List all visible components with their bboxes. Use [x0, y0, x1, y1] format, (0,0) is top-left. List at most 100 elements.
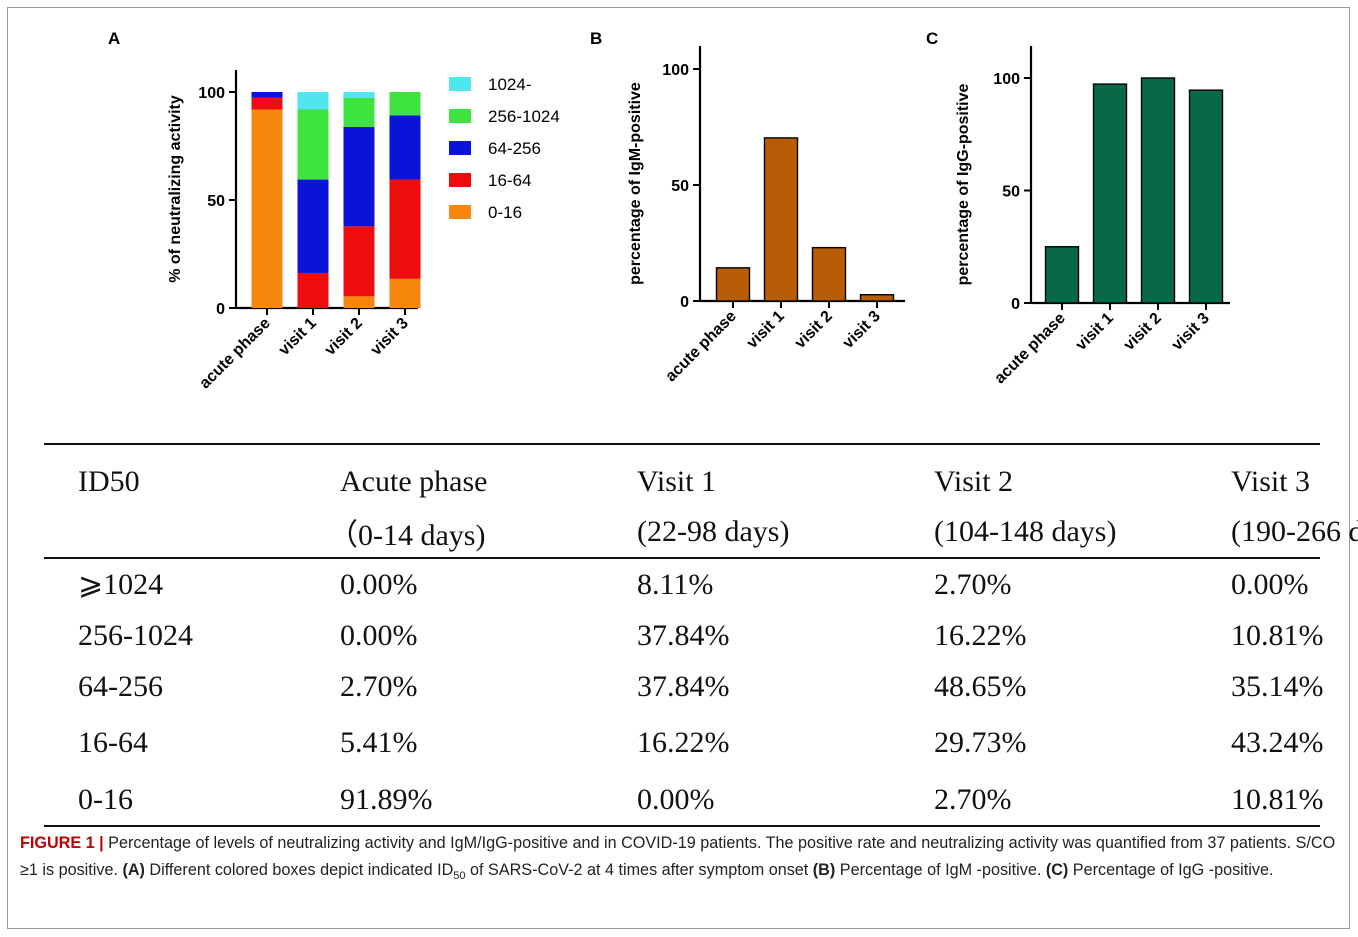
- x-tick-label: visit 1: [744, 308, 788, 352]
- y-axis-label: percentage of IgG-positive: [955, 83, 972, 285]
- table-row-label: 16-64: [78, 726, 148, 759]
- table-subheader-cell: [44, 507, 306, 558]
- bar: [859, 294, 895, 302]
- y-tick-label: 0: [680, 294, 689, 311]
- bar: [1092, 83, 1128, 304]
- x-tick-label: visit 3: [1169, 310, 1213, 354]
- table-cell: 8.11%: [637, 567, 714, 601]
- legend-swatch: [449, 77, 471, 91]
- table-cell: 5.41%: [340, 726, 418, 759]
- table-row-label: 0-16: [78, 782, 133, 816]
- y-axis-label: % of neutralizing activity: [167, 95, 184, 283]
- y-tick-label: 50: [671, 178, 689, 195]
- table-cell: 37.84%: [637, 669, 730, 703]
- table-subheader-cell: （0-14 days): [328, 519, 486, 552]
- y-tick-label: 50: [207, 193, 225, 210]
- y-tick-label: 100: [662, 62, 689, 79]
- x-tick-label: visit 1: [1073, 310, 1117, 354]
- x-tick-label: visit 2: [322, 315, 366, 359]
- y-tick-label: 0: [216, 301, 225, 318]
- caption-text: Percentage of IgM -positive.: [835, 861, 1046, 879]
- table-cell: 10.81%: [1231, 618, 1324, 652]
- bar-segment: [297, 92, 329, 110]
- bar: [715, 267, 751, 302]
- x-tick-label: acute phase: [662, 308, 739, 385]
- caption-subscript: 50: [453, 870, 466, 883]
- legend-label: 256-1024: [488, 107, 560, 126]
- x-tick-label: acute phase: [196, 315, 273, 392]
- table-row-label: 256-1024: [78, 618, 193, 652]
- table-cell: 0.00%: [340, 567, 418, 601]
- bar-segment: [343, 92, 375, 98]
- bar-segment: [297, 179, 329, 273]
- panel-label-b: B: [590, 29, 602, 48]
- x-tick-label: acute phase: [991, 310, 1068, 387]
- x-tick-label: visit 1: [276, 315, 320, 359]
- table-row: 16-64 5.41% 16.22% 29.73% 43.24%: [44, 712, 1324, 774]
- bar-segment: [343, 226, 375, 297]
- caption-panel-b-label: (B): [812, 861, 836, 879]
- table-header-cell: Visit 3: [1231, 465, 1311, 498]
- legend-label: 64-256: [488, 139, 541, 158]
- id50-table-block: ID50 Acute phase Visit 1 Visit 2 Visit 3…: [44, 443, 1358, 827]
- x-tick-label: visit 3: [368, 315, 412, 359]
- bar: [1188, 89, 1224, 304]
- figure-frame: [7, 7, 1350, 929]
- y-tick-label: 100: [993, 71, 1020, 88]
- table-subheader-row: （0-14 days) (22-98 days) (104-148 days) …: [44, 507, 1358, 558]
- bar-segment: [297, 272, 329, 308]
- table-row: 64-256 2.70% 37.84% 48.65% 35.14%: [44, 661, 1324, 712]
- table-cell: 2.70%: [934, 567, 1012, 601]
- legend-swatch: [449, 141, 471, 155]
- panel-label-a: A: [108, 29, 120, 48]
- table-cell: 91.89%: [340, 782, 433, 816]
- table-cell: 16.22%: [637, 726, 730, 759]
- table-cell: 37.84%: [637, 618, 730, 652]
- bar-segment: [343, 127, 375, 227]
- chart-b-group: 0 50 100 percentage of IgM-positive acute ph…: [627, 46, 905, 385]
- legend-label: 0-16: [488, 203, 522, 222]
- chart-c-group: 0 50 100 percentage of IgG-positive acute ph…: [955, 46, 1230, 387]
- bar-segment: [389, 92, 421, 116]
- y-tick-label: 50: [1002, 184, 1020, 201]
- bar-segment: [251, 109, 283, 308]
- table-row-label: 64-256: [78, 669, 163, 703]
- bar: [1044, 246, 1080, 304]
- caption-text: Percentage of levels of neutralizing act…: [20, 834, 1336, 879]
- table-cell: 10.81%: [1231, 782, 1324, 816]
- table-subheader-cell: (22-98 days): [637, 515, 790, 548]
- table-cell: 0.00%: [340, 618, 418, 652]
- figure-caption: FIGURE 1 | Percentage of levels of neutr…: [20, 830, 1340, 890]
- x-tick-label: visit 2: [792, 308, 836, 352]
- chart-a-group: 0 50 100 % of neutralizing activity acute ph…: [167, 70, 421, 392]
- bar-segment: [389, 179, 421, 279]
- legend-swatch: [449, 109, 471, 123]
- caption-panel-c-label: (C): [1045, 861, 1069, 879]
- table-cell: 43.24%: [1231, 726, 1324, 759]
- legend-swatch: [449, 173, 471, 187]
- table-cell: 16.22%: [934, 618, 1027, 652]
- table-cell: 29.73%: [934, 726, 1027, 759]
- bar-segment: [251, 92, 283, 98]
- y-axis-label: percentage of IgM-positive: [627, 82, 644, 285]
- table-subheader-cell: (190-266 days): [1231, 515, 1358, 548]
- table-cell: 2.70%: [340, 669, 418, 703]
- panel-label-c: C: [926, 29, 938, 48]
- table-header-cell: ID50: [78, 465, 140, 498]
- table-header-cell: Acute phase: [340, 465, 488, 498]
- legend-swatch: [449, 205, 471, 219]
- caption-figure-label: FIGURE 1 |: [20, 834, 104, 852]
- y-tick-label: 100: [198, 85, 225, 102]
- bar-segment: [389, 115, 421, 180]
- caption-text: Different colored boxes depict indicated…: [144, 861, 454, 879]
- bar-segment: [343, 97, 375, 128]
- legend-label: 1024-: [488, 75, 531, 94]
- bar: [811, 246, 847, 302]
- table-row-label: ⩾1024: [78, 568, 164, 601]
- table-subheader-cell: (104-148 days): [934, 515, 1117, 548]
- table-header-row: ID50 Acute phase Visit 1 Visit 2 Visit 3: [44, 444, 1320, 507]
- table-row: 256-1024 0.00% 37.84% 16.22% 10.81%: [44, 610, 1324, 661]
- x-tick-label: visit 3: [840, 308, 884, 352]
- table-header-cell: Visit 2: [934, 465, 1014, 498]
- legend-label: 16-64: [488, 171, 531, 190]
